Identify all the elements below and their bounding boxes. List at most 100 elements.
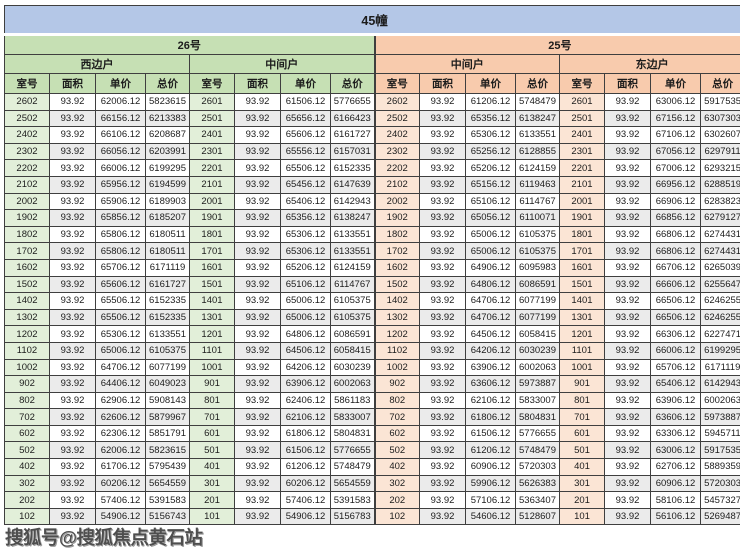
cell-area: 93.92 [605, 376, 651, 393]
cell-area: 93.92 [50, 210, 96, 227]
cell-total-price: 6049023 [146, 376, 190, 393]
cell-room: 2401 [560, 127, 605, 144]
cell-total-price: 5973887 [701, 409, 740, 426]
cell-room: 2501 [190, 110, 235, 127]
cell-unit-price: 66706.12 [651, 259, 701, 276]
cell-area: 93.92 [50, 94, 96, 111]
cell-total-price: 6227471 [701, 326, 740, 343]
building-number-row: 26号 25号 [5, 35, 740, 55]
cell-total-price: 6030239 [516, 342, 560, 359]
cell-unit-price: 66806.12 [651, 243, 701, 260]
cell-area: 93.92 [50, 475, 96, 492]
cell-unit-price: 66056.12 [96, 143, 146, 160]
cell-room: 101 [560, 508, 605, 525]
cell-room: 801 [190, 392, 235, 409]
cell-total-price: 6138247 [331, 210, 375, 227]
cell-total-price: 6142943 [701, 376, 740, 393]
column-header-unit-price: 单价 [466, 74, 516, 94]
cell-room: 702 [375, 409, 420, 426]
cell-area: 93.92 [50, 143, 96, 160]
cell-room: 1802 [375, 226, 420, 243]
cell-unit-price: 59906.12 [466, 475, 516, 492]
cell-area: 93.92 [50, 259, 96, 276]
cell-area: 93.92 [235, 259, 281, 276]
cell-area: 93.92 [420, 276, 466, 293]
cell-room: 601 [560, 425, 605, 442]
cell-unit-price: 65006.12 [281, 293, 331, 310]
cell-total-price: 6002063 [331, 376, 375, 393]
cell-total-price: 6283823 [701, 193, 740, 210]
cell-room: 1601 [190, 259, 235, 276]
cell-room: 2302 [5, 143, 50, 160]
cell-room: 302 [5, 475, 50, 492]
cell-total-price: 5776655 [331, 442, 375, 459]
cell-area: 93.92 [50, 226, 96, 243]
cell-unit-price: 57406.12 [281, 492, 331, 509]
cell-unit-price: 61506.12 [466, 425, 516, 442]
cell-unit-price: 66856.12 [651, 210, 701, 227]
cell-total-price: 5804831 [331, 425, 375, 442]
cell-room: 501 [560, 442, 605, 459]
cell-room: 2301 [190, 143, 235, 160]
cell-area: 93.92 [605, 293, 651, 310]
cell-total-price: 6194599 [146, 176, 190, 193]
cell-area: 93.92 [605, 94, 651, 111]
cell-room: 901 [190, 376, 235, 393]
column-header-room: 室号 [560, 74, 605, 94]
cell-area: 93.92 [50, 376, 96, 393]
cell-total-price: 6058415 [331, 342, 375, 359]
cell-room: 1402 [375, 293, 420, 310]
cell-total-price: 6133551 [331, 226, 375, 243]
cell-unit-price: 65006.12 [466, 243, 516, 260]
column-header-unit-price: 单价 [651, 74, 701, 94]
cell-area: 93.92 [50, 442, 96, 459]
cell-total-price: 6030239 [331, 359, 375, 376]
cell-total-price: 6288519 [701, 176, 740, 193]
cell-total-price: 5626383 [516, 475, 560, 492]
unit-header-west: 西边户 [5, 55, 190, 74]
cell-area: 93.92 [50, 392, 96, 409]
cell-total-price: 5748479 [516, 94, 560, 111]
cell-area: 93.92 [420, 492, 466, 509]
cell-unit-price: 65406.12 [281, 193, 331, 210]
cell-unit-price: 66006.12 [651, 342, 701, 359]
cell-area: 93.92 [420, 127, 466, 144]
cell-total-price: 6128855 [516, 143, 560, 160]
cell-unit-price: 65106.12 [466, 193, 516, 210]
column-header-row: 室号面积单价总价室号面积单价总价室号面积单价总价室号面积单价总价 [5, 74, 740, 94]
cell-area: 93.92 [50, 326, 96, 343]
cell-unit-price: 64706.12 [96, 359, 146, 376]
cell-unit-price: 65606.12 [96, 276, 146, 293]
cell-area: 93.92 [235, 442, 281, 459]
cell-room: 2202 [5, 160, 50, 177]
cell-unit-price: 65506.12 [281, 160, 331, 177]
cell-area: 93.92 [420, 425, 466, 442]
cell-unit-price: 66956.12 [651, 176, 701, 193]
cell-area: 93.92 [605, 176, 651, 193]
cell-unit-price: 65506.12 [96, 293, 146, 310]
cell-total-price: 5748479 [331, 459, 375, 476]
cell-area: 93.92 [420, 226, 466, 243]
cell-total-price: 6180511 [146, 243, 190, 260]
cell-room: 1401 [190, 293, 235, 310]
cell-total-price: 6002063 [701, 392, 740, 409]
cell-total-price: 6171119 [701, 359, 740, 376]
cell-room: 501 [190, 442, 235, 459]
cell-unit-price: 61206.12 [466, 94, 516, 111]
column-header-total-price: 总价 [701, 74, 740, 94]
cell-area: 93.92 [235, 193, 281, 210]
cell-total-price: 6105375 [331, 309, 375, 326]
cell-room: 102 [5, 508, 50, 525]
cell-room: 1201 [190, 326, 235, 343]
cell-area: 93.92 [605, 425, 651, 442]
cell-unit-price: 65206.12 [466, 160, 516, 177]
cell-unit-price: 65256.12 [466, 143, 516, 160]
cell-total-price: 6138247 [516, 110, 560, 127]
cell-unit-price: 65006.12 [281, 309, 331, 326]
